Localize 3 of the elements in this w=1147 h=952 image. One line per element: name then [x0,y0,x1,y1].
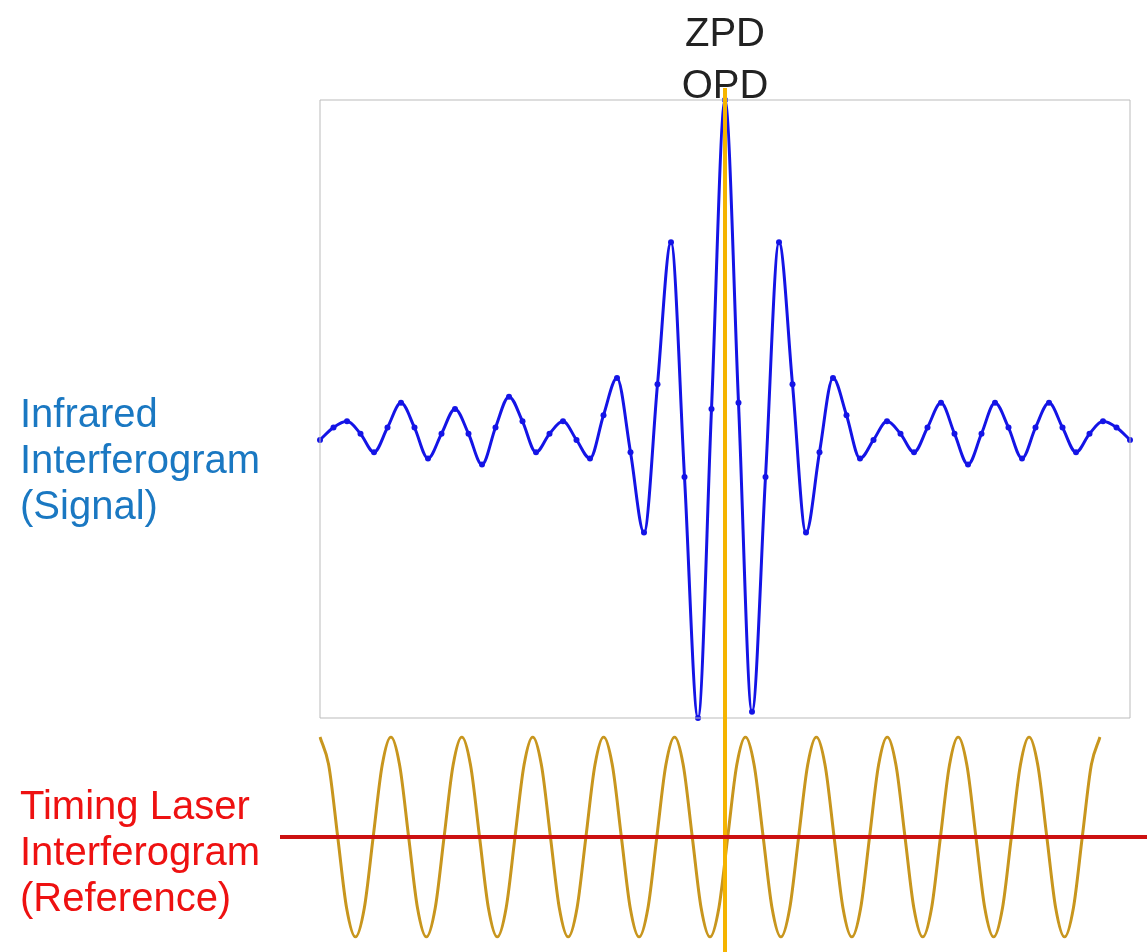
y-axis-title: Timing Laser Interferogram (Reference) [20,782,262,920]
annotation: ZPD OPD [681,10,769,106]
y-axis-title: Infrared Interferogram (Signal) [20,390,262,528]
